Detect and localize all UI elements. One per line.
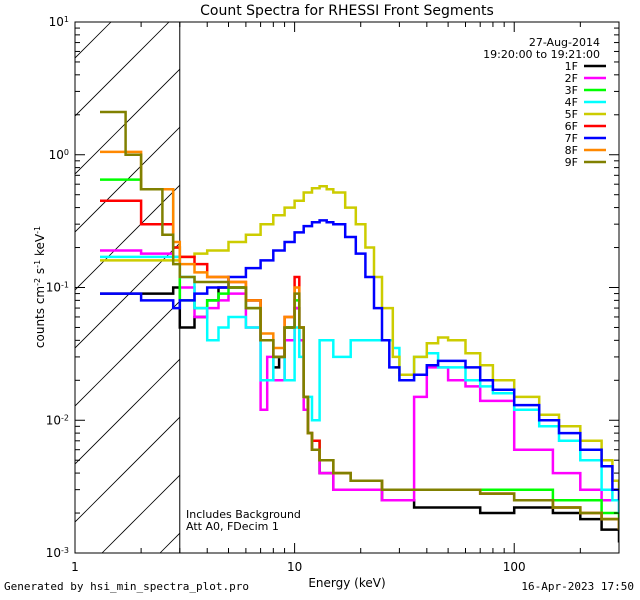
legend-label-7F: 7F <box>565 132 578 145</box>
x-tick-label: 10 <box>287 560 302 574</box>
annotation-background: Includes Background <box>186 508 301 521</box>
annotation-attenuator: Att A0, FDecim 1 <box>186 520 279 533</box>
x-tick-label: 100 <box>503 560 526 574</box>
y-tick-label: 10-1 <box>46 280 69 295</box>
x-tick-label: 1 <box>71 560 79 574</box>
legend-label-2F: 2F <box>565 72 578 85</box>
legend-label-1F: 1F <box>565 60 578 73</box>
series-line-9F <box>100 110 619 530</box>
time-range-label: 19:20:00 to 19:21:00 <box>483 48 600 61</box>
legend-label-3F: 3F <box>565 84 578 97</box>
series-line-7F <box>100 219 619 501</box>
legend-label-4F: 4F <box>565 96 578 109</box>
x-axis-label: Energy (keV) <box>308 576 385 590</box>
chart-title: Count Spectra for RHESSI Front Segments <box>200 3 494 19</box>
y-tick-label: 10-2 <box>46 413 69 428</box>
footer-generator: Generated by hsi_min_spectra_plot.pro <box>4 580 250 593</box>
series-line-3F <box>100 178 619 520</box>
legend-label-9F: 9F <box>565 156 578 169</box>
legend-label-5F: 5F <box>565 108 578 121</box>
legend-label-6F: 6F <box>565 120 578 133</box>
y-tick-label: 100 <box>49 147 69 162</box>
y-tick-label: 10-3 <box>46 546 69 561</box>
y-axis-label: counts cm-2 s-1 keV-1 <box>33 226 48 348</box>
footer-timestamp: 16-Apr-2023 17:50 <box>521 580 634 593</box>
date-label: 27-Aug-2014 <box>529 36 600 49</box>
series-line-5F <box>100 184 619 490</box>
series-line-4F <box>100 255 619 513</box>
legend-label-8F: 8F <box>565 144 578 157</box>
series-line-2F <box>100 249 619 513</box>
y-tick-label: 101 <box>49 15 69 30</box>
